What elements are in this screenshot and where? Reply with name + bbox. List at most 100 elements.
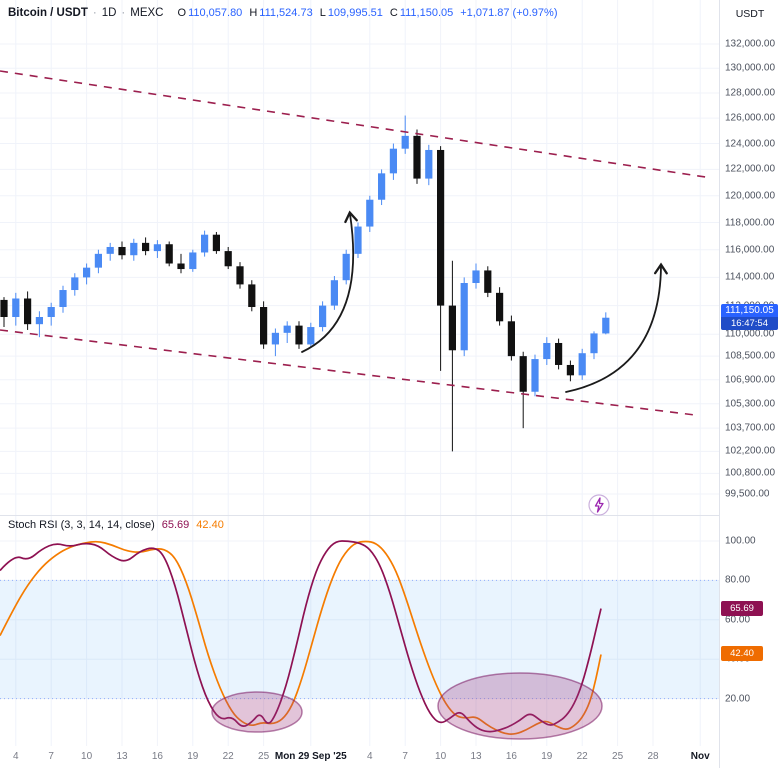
- price-axis-label: 126,000.00: [725, 112, 776, 124]
- bar-countdown: 16:47:54: [721, 317, 778, 331]
- candle: [189, 249, 197, 272]
- drawn-arrows[interactable]: [301, 210, 668, 393]
- low-value: 109,995.51: [327, 7, 383, 19]
- close-value: 111,150.05: [399, 7, 454, 19]
- candle: [260, 301, 268, 349]
- low-label: L: [319, 7, 326, 19]
- time-axis-label: 4: [367, 751, 373, 762]
- legend-separator: ·: [92, 7, 97, 19]
- open-value: 110,057.80: [188, 7, 243, 19]
- price-axis-label: 100,800.00: [725, 467, 776, 479]
- current-price: 111,150.05: [725, 305, 774, 317]
- candle: [531, 354, 539, 397]
- spark-icon[interactable]: [588, 494, 610, 516]
- time-axis-label: 7: [402, 751, 408, 762]
- price-axis-label: 114,000.00: [725, 271, 775, 283]
- stoch-k-badge: 65.69: [721, 600, 763, 616]
- candle: [460, 277, 468, 357]
- price-axis-label: 116,000.00: [725, 244, 775, 256]
- candle: [295, 321, 303, 349]
- price-axis-label: 103,700.00: [725, 422, 776, 434]
- candle: [555, 338, 563, 370]
- time-axis-label: 7: [48, 751, 54, 762]
- spark-icon-graphic: [588, 494, 610, 516]
- open-label: O: [177, 7, 187, 19]
- candle: [437, 146, 445, 371]
- candle: [543, 337, 551, 365]
- candle: [472, 263, 480, 289]
- candle: [578, 348, 586, 380]
- candle: [519, 351, 527, 429]
- price-axis-label: 128,000.00: [725, 87, 776, 99]
- time-scale-axis[interactable]: 4 7 10 13 16 19 22 25 Mon 29 Sep '25 4 7 10 13 16 19 22…: [0, 746, 719, 768]
- price-axis-label: 118,000.00: [725, 217, 775, 228]
- candle: [130, 238, 138, 261]
- candle: [271, 328, 279, 357]
- time-axis-label: 28: [647, 751, 659, 762]
- candle: [165, 241, 173, 267]
- legend-separator: ·: [121, 7, 126, 19]
- stoch-lines: [0, 540, 602, 735]
- candle: [224, 246, 232, 270]
- chart-canvas[interactable]: [0, 0, 719, 768]
- candle: [248, 280, 256, 312]
- candle: [106, 242, 114, 261]
- stoch-band: [0, 579, 719, 700]
- candle: [401, 115, 409, 154]
- trendlines[interactable]: [0, 70, 713, 416]
- close-label: C: [389, 7, 398, 19]
- price-axis-label: 110,000.00: [725, 328, 775, 340]
- candle: [484, 266, 492, 298]
- candle: [0, 297, 8, 328]
- gridlines: [0, 0, 719, 746]
- candle: [425, 144, 433, 186]
- interval-label[interactable]: 1D: [101, 7, 117, 19]
- candle: [83, 263, 91, 285]
- candle: [283, 321, 291, 343]
- price-axis-label: 122,000.00: [725, 163, 776, 175]
- stoch-axis-label: 100.00: [725, 535, 756, 547]
- candle: [378, 169, 386, 206]
- symbol-name[interactable]: Bitcoin / USDT: [8, 7, 88, 19]
- price-axis-label: 132,000.00: [725, 38, 776, 50]
- time-axis-label: Mon 29 Sep '25: [274, 751, 347, 762]
- time-axis-label: 22: [222, 751, 234, 762]
- stoch-axis-label: 80.00: [725, 574, 751, 586]
- time-axis-label: 22: [576, 751, 588, 762]
- time-axis-label: 19: [541, 751, 553, 762]
- price-axis-label: 99,500.00: [725, 488, 770, 500]
- price-axis-label: 105,300.00: [725, 398, 776, 410]
- ohlc-readout: O 110,057.80 H 111,524.73 L 109,995.51 C…: [173, 7, 558, 19]
- time-axis-label: Nov: [690, 751, 710, 762]
- stoch-d-value: 42.40: [196, 519, 224, 531]
- price-scale-axis[interactable]: USDT 111,150.05 16:47:54 65.69 42.40 132…: [719, 0, 779, 768]
- candle: [566, 360, 574, 382]
- candle: [602, 312, 610, 335]
- high-value: 111,524.73: [259, 7, 313, 19]
- candle: [448, 260, 456, 452]
- candle: [24, 291, 32, 330]
- candle: [212, 231, 220, 254]
- price-axis-label: 102,200.00: [725, 445, 776, 457]
- candle: [142, 237, 150, 256]
- candle: [590, 331, 598, 360]
- candle: [94, 249, 102, 274]
- price-axis-label: 108,500.00: [725, 350, 776, 362]
- time-axis-label: 25: [612, 751, 624, 762]
- candle: [366, 195, 374, 232]
- highlight-ellipses[interactable]: [211, 672, 603, 740]
- stoch-axis-label: 20.00: [725, 693, 751, 705]
- time-axis-label: 16: [151, 751, 163, 762]
- high-label: H: [249, 7, 258, 19]
- candle: [413, 129, 421, 184]
- candle: [153, 240, 161, 258]
- candle: [342, 249, 350, 285]
- time-axis-label: 10: [435, 751, 447, 762]
- price-axis-label: 120,000.00: [725, 190, 776, 202]
- currency-label: USDT: [735, 8, 765, 20]
- price-axis-label: 130,000.00: [725, 62, 776, 74]
- indicator-title[interactable]: Stoch RSI (3, 3, 14, 14, close): [8, 519, 155, 531]
- candle: [236, 262, 244, 289]
- candle: [389, 143, 397, 180]
- candle: [118, 241, 126, 260]
